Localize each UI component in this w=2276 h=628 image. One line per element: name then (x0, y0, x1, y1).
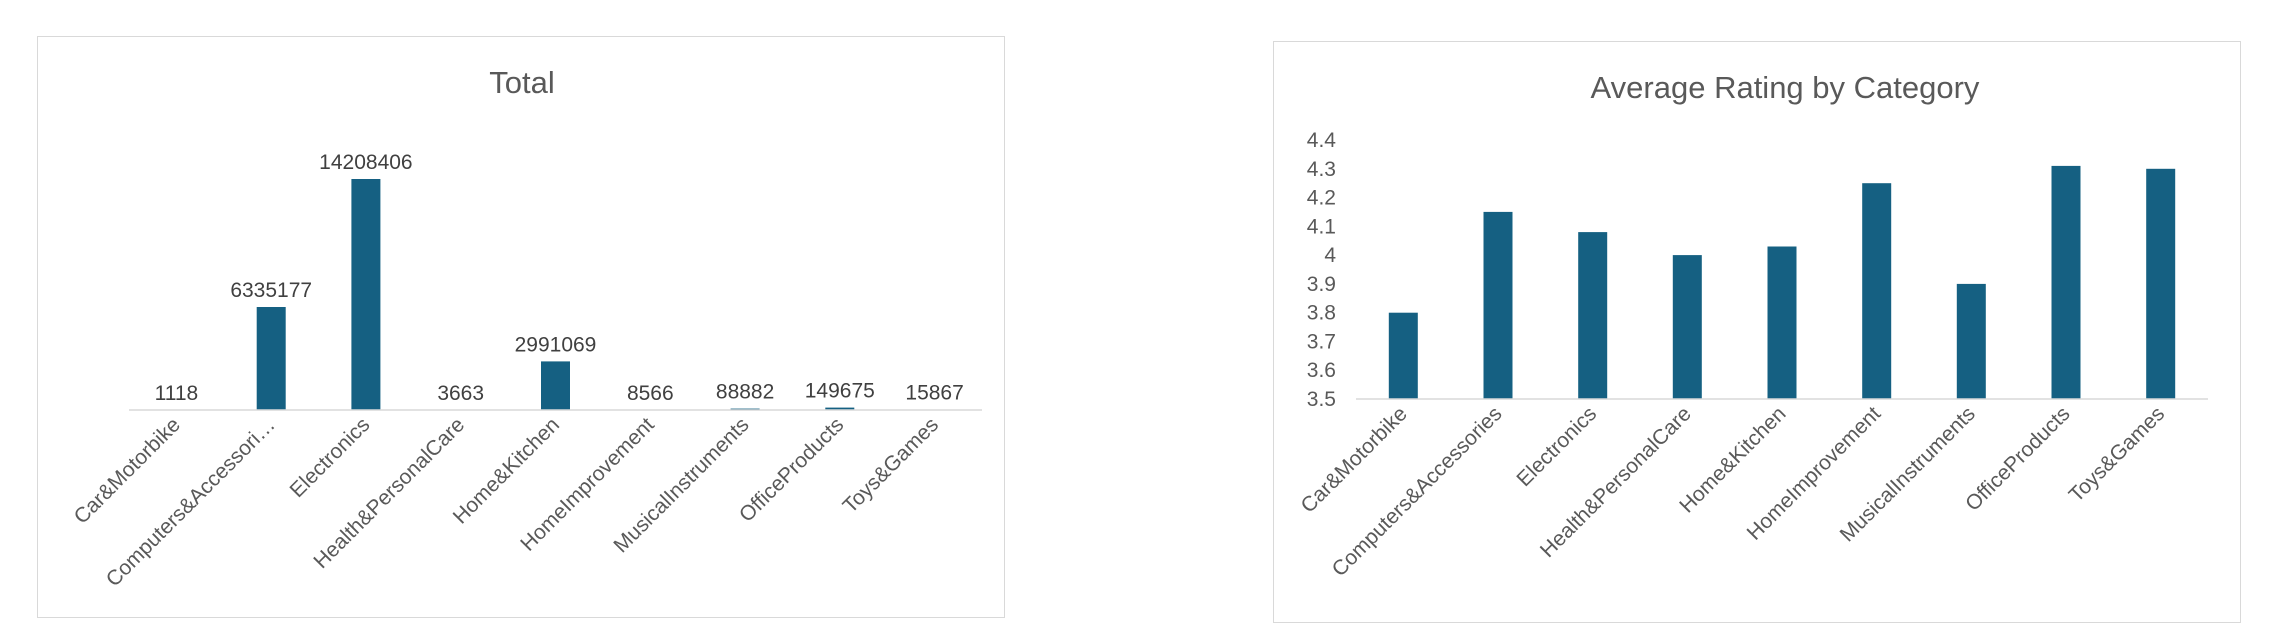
rating-bar-musicalinstruments (1956, 283, 1986, 399)
rating-y-tick-3-8: 3.8 (1307, 302, 1336, 325)
rating-bar-home-kitchen (1767, 246, 1797, 399)
total-data-label-electronics: 14208406 (319, 151, 412, 174)
total-x-tick-computers-accessori: Computers&Accessori… (102, 413, 280, 591)
rating-x-tick-toys-games: Toys&Games (2065, 402, 2170, 507)
total-chart: Total 1118 6335177 14208406 3663 2991069 8566… (37, 36, 1005, 618)
rating-y-tick-4-3: 4.3 (1307, 158, 1336, 181)
total-chart-svg: Total 1118 6335177 14208406 3663 2991069 8566… (70, 65, 982, 591)
rating-bar-computers-accessories (1483, 211, 1513, 399)
average-rating-chart: Average Rating by Category 3.5 3.6 3.7 3.8 3… (1273, 41, 2241, 623)
rating-bar-officeproducts (2051, 165, 2081, 399)
rating-y-tick-4-4: 4.4 (1307, 129, 1337, 152)
total-chart-title: Total (489, 65, 554, 100)
total-bar-officeproducts (825, 407, 855, 411)
rating-y-tick-3-6: 3.6 (1307, 359, 1336, 382)
rating-bar-car-motorbike (1388, 312, 1418, 399)
total-bar-computers-accessori (256, 307, 286, 410)
total-data-label-toys-games: 15867 (905, 382, 963, 405)
total-bar-electronics (351, 179, 381, 410)
rating-y-tick-4: 4 (1324, 244, 1336, 267)
total-data-label-officeproducts: 149675 (805, 380, 875, 403)
rating-y-tick-3-5: 3.5 (1307, 388, 1336, 411)
rating-bar-toys-games (2146, 168, 2176, 399)
total-bar-home-kitchen (541, 361, 570, 411)
total-data-label-car-motorbike: 1118 (155, 382, 199, 405)
rating-bar-health-personalcare (1672, 255, 1702, 399)
rating-x-tick-electronics: Electronics (1512, 402, 1601, 491)
total-data-label-homeimprovement: 8566 (627, 382, 674, 405)
rating-bar-electronics (1578, 232, 1608, 399)
average-rating-chart-title: Average Rating by Category (1591, 70, 1980, 105)
rating-x-tick-computers-accessories: Computers&Accessories (1328, 402, 1507, 581)
rating-y-tick-3-9: 3.9 (1307, 273, 1336, 296)
rating-y-tick-4-1: 4.1 (1307, 215, 1336, 238)
rating-y-tick-3-7: 3.7 (1307, 330, 1336, 353)
total-data-label-home-kitchen: 2991069 (515, 333, 597, 356)
average-rating-chart-svg: Average Rating by Category 3.5 3.6 3.7 3.8 3… (1297, 70, 2208, 581)
total-data-label-musicalinstruments: 88882 (716, 381, 774, 404)
total-x-tick-toys-games: Toys&Games (839, 413, 944, 518)
total-data-label-health-personalcare: 3663 (437, 382, 484, 405)
rating-bar-homeimprovement (1862, 183, 1892, 399)
total-x-tick-electronics: Electronics (286, 413, 375, 502)
total-data-label-computers-accessori: 6335177 (230, 279, 312, 302)
rating-y-tick-4-2: 4.2 (1307, 187, 1336, 210)
